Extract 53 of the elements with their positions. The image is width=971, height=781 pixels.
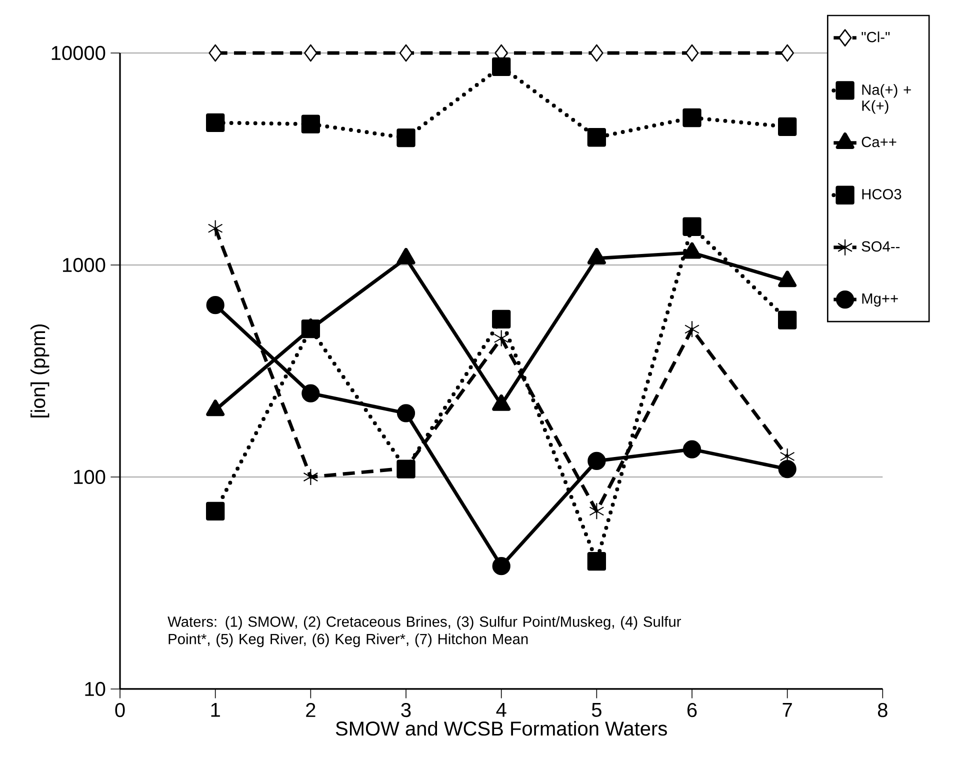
legend-label: "Cl-" — [862, 32, 890, 42]
legend-label: Ca++ — [862, 136, 896, 148]
point — [778, 117, 797, 136]
point — [206, 502, 225, 520]
point — [206, 113, 225, 132]
x-tick-label: 5 — [592, 702, 602, 717]
x-tick-label: 3 — [401, 702, 411, 718]
point — [590, 44, 604, 62]
point — [492, 310, 511, 329]
x-tick-label: 7 — [782, 702, 792, 717]
point — [684, 320, 700, 338]
point — [682, 217, 702, 236]
legend-label: Mg++ — [862, 293, 898, 307]
point — [682, 108, 702, 128]
point — [492, 57, 511, 76]
x-tick-label: 4 — [496, 702, 506, 717]
point — [206, 296, 224, 314]
y-axis-title: [ion] (ppm) — [30, 324, 50, 418]
point — [492, 557, 510, 576]
x-tick-label: 1 — [211, 702, 220, 717]
annotation: Waters: (1) SMOW, (2) Cretaceous Brines, (3) Sulfur Point/Muskeg, (4) Sulfur Point*, (5) Keg River, (6) Keg River*, (7) Hitchon Mean — [168, 616, 682, 648]
x-tick-label: 2 — [306, 702, 316, 717]
point — [588, 452, 606, 470]
point — [302, 384, 320, 402]
y-tick-label: 10000 — [52, 46, 106, 60]
point — [303, 468, 318, 486]
point — [587, 552, 606, 571]
legend-label: Na(+) + K(+) — [862, 84, 911, 114]
legend-label: SO4-- — [862, 241, 900, 252]
point — [396, 128, 416, 148]
point — [304, 44, 318, 62]
legend-label: HCO3 — [862, 189, 902, 200]
y-tick-label: 10 — [85, 682, 106, 696]
y-tick-label: 100 — [74, 470, 106, 484]
point — [778, 460, 796, 478]
point — [399, 44, 413, 62]
point — [208, 220, 223, 237]
y-tick-label: 1000 — [62, 258, 106, 272]
point — [396, 404, 416, 422]
point — [682, 440, 702, 458]
x-tick-label: 6 — [687, 702, 697, 718]
x-axis-title: SMOW and WCSB Formation Waters — [336, 721, 667, 736]
point — [208, 44, 222, 62]
x-tick-label: 0 — [115, 702, 125, 718]
point — [494, 330, 509, 347]
point — [685, 44, 699, 62]
point — [301, 114, 320, 134]
point — [589, 502, 604, 520]
point — [301, 319, 320, 338]
point — [780, 44, 794, 62]
point — [778, 310, 797, 330]
x-tick-label: 8 — [878, 702, 888, 718]
point — [587, 128, 606, 147]
